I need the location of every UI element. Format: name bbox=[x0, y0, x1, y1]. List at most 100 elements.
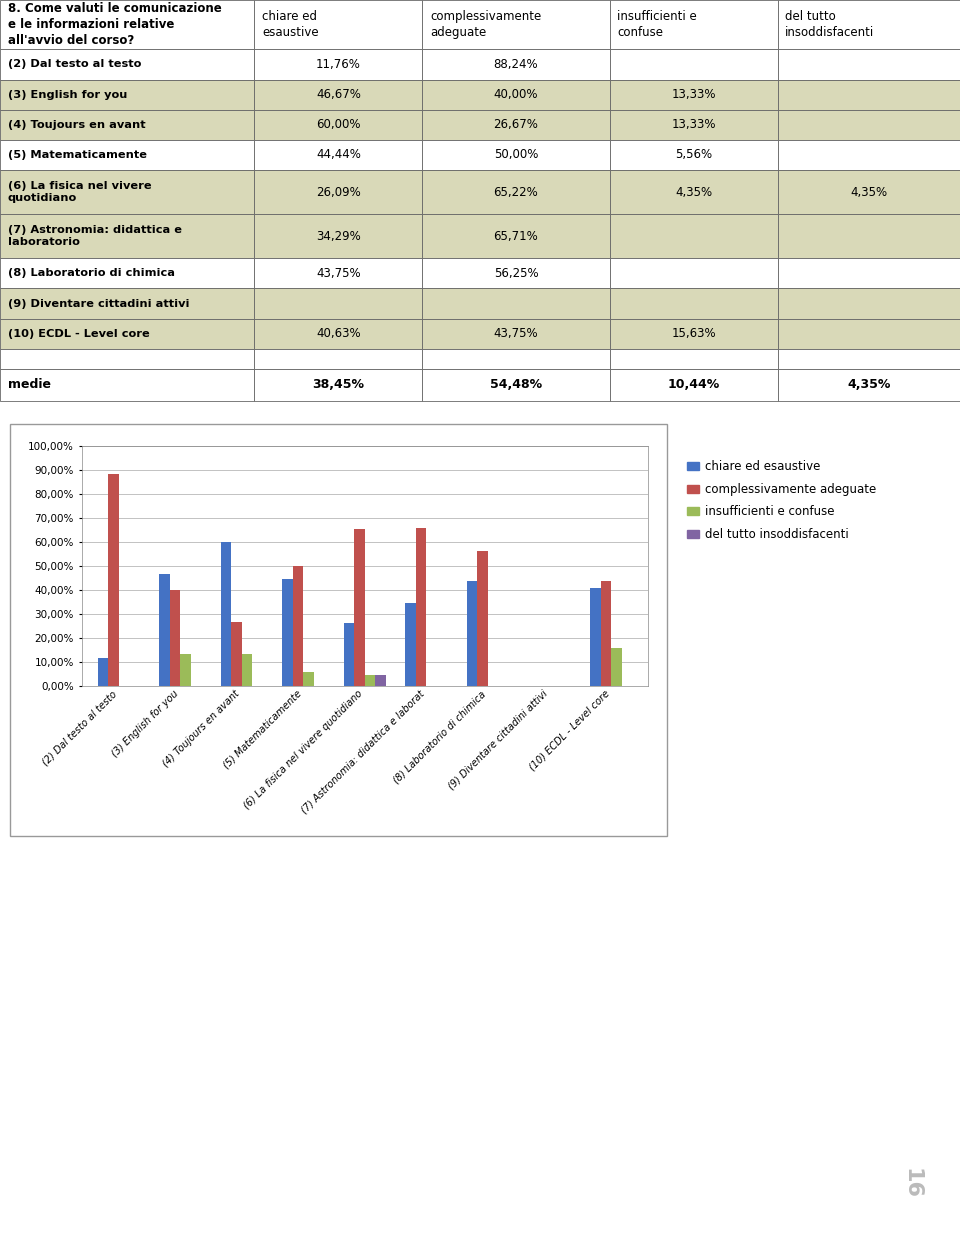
Text: (4) Toujours en avant: (4) Toujours en avant bbox=[8, 120, 145, 129]
Text: 50,00%: 50,00% bbox=[493, 148, 539, 162]
Bar bbox=[610, 139, 778, 170]
Text: 13,33%: 13,33% bbox=[671, 88, 716, 101]
Text: 16: 16 bbox=[902, 1168, 922, 1200]
Bar bbox=[422, 215, 610, 259]
Bar bbox=[422, 110, 610, 139]
Bar bbox=[0, 110, 254, 139]
Bar bbox=[254, 289, 422, 318]
Bar bbox=[0, 215, 254, 259]
Bar bbox=[778, 259, 960, 289]
Bar bbox=[422, 318, 610, 349]
Bar bbox=[0, 170, 254, 215]
Bar bbox=[254, 318, 422, 349]
Text: 44,44%: 44,44% bbox=[316, 148, 361, 162]
Bar bbox=[610, 259, 778, 289]
Text: 43,75%: 43,75% bbox=[493, 327, 539, 340]
Legend: chiare ed esaustive, complessivamente adeguate, insufficienti e confuse, del tut: chiare ed esaustive, complessivamente ad… bbox=[683, 456, 881, 545]
Text: (2) Dal testo al testo: (2) Dal testo al testo bbox=[8, 59, 141, 69]
Bar bbox=[0, 289, 254, 318]
Bar bbox=[778, 369, 960, 401]
Text: complessivamente
adeguate: complessivamente adeguate bbox=[430, 10, 541, 39]
Text: (9) Diventare cittadini attivi: (9) Diventare cittadini attivi bbox=[8, 298, 189, 308]
Bar bbox=[422, 349, 610, 369]
Bar bbox=[254, 259, 422, 289]
Bar bbox=[0, 0, 254, 49]
Bar bbox=[778, 349, 960, 369]
Text: 40,00%: 40,00% bbox=[493, 88, 539, 101]
Text: del tutto
insoddisfacenti: del tutto insoddisfacenti bbox=[785, 10, 875, 39]
Bar bbox=[610, 349, 778, 369]
Bar bbox=[10, 424, 667, 836]
Bar bbox=[254, 369, 422, 401]
Bar bbox=[0, 318, 254, 349]
Text: 15,63%: 15,63% bbox=[671, 327, 716, 340]
Bar bbox=[610, 289, 778, 318]
Bar bbox=[778, 49, 960, 79]
Bar bbox=[0, 369, 254, 401]
Text: 5,56%: 5,56% bbox=[675, 148, 712, 162]
Bar bbox=[778, 170, 960, 215]
Bar bbox=[778, 0, 960, 49]
Bar bbox=[0, 259, 254, 289]
Bar bbox=[422, 0, 610, 49]
Text: (7) Astronomia: didattica e
laboratorio: (7) Astronomia: didattica e laboratorio bbox=[8, 226, 181, 248]
Bar bbox=[610, 110, 778, 139]
Bar bbox=[254, 79, 422, 110]
Text: 88,24%: 88,24% bbox=[493, 58, 539, 72]
Text: 65,22%: 65,22% bbox=[493, 185, 539, 199]
Bar bbox=[0, 49, 254, 79]
Bar bbox=[422, 369, 610, 401]
Bar bbox=[254, 139, 422, 170]
Text: (8) Laboratorio di chimica: (8) Laboratorio di chimica bbox=[8, 269, 175, 279]
Bar bbox=[422, 139, 610, 170]
Text: (6) La fisica nel vivere
quotidiano: (6) La fisica nel vivere quotidiano bbox=[8, 181, 152, 203]
Bar bbox=[254, 49, 422, 79]
Text: 54,48%: 54,48% bbox=[490, 379, 542, 391]
Bar bbox=[610, 318, 778, 349]
Text: medie: medie bbox=[8, 379, 51, 391]
Bar bbox=[422, 289, 610, 318]
Text: 11,76%: 11,76% bbox=[316, 58, 361, 72]
Bar bbox=[610, 369, 778, 401]
Bar bbox=[422, 170, 610, 215]
Bar bbox=[778, 289, 960, 318]
Text: 46,67%: 46,67% bbox=[316, 88, 361, 101]
Bar bbox=[778, 215, 960, 259]
Bar bbox=[0, 349, 254, 369]
Text: 65,71%: 65,71% bbox=[493, 229, 539, 243]
Bar bbox=[778, 318, 960, 349]
Bar bbox=[778, 139, 960, 170]
Text: insufficienti e
confuse: insufficienti e confuse bbox=[617, 10, 697, 39]
Text: 34,29%: 34,29% bbox=[316, 229, 361, 243]
Text: 8. Come valuti le comunicazione
e le informazioni relative
all'avvio del corso?: 8. Come valuti le comunicazione e le inf… bbox=[8, 2, 222, 47]
Text: (3) English for you: (3) English for you bbox=[8, 90, 127, 100]
Text: 26,67%: 26,67% bbox=[493, 118, 539, 131]
Bar bbox=[422, 259, 610, 289]
Bar bbox=[0, 139, 254, 170]
Bar bbox=[610, 215, 778, 259]
Text: (5) Matematicamente: (5) Matematicamente bbox=[8, 150, 147, 160]
Bar bbox=[610, 49, 778, 79]
Text: 4,35%: 4,35% bbox=[851, 185, 887, 199]
Text: 4,35%: 4,35% bbox=[675, 185, 712, 199]
Bar bbox=[254, 349, 422, 369]
Bar bbox=[422, 79, 610, 110]
Text: 26,09%: 26,09% bbox=[316, 185, 361, 199]
Bar bbox=[254, 170, 422, 215]
Bar bbox=[254, 0, 422, 49]
Text: 43,75%: 43,75% bbox=[316, 266, 361, 280]
Text: 10,44%: 10,44% bbox=[667, 379, 720, 391]
Text: 56,25%: 56,25% bbox=[493, 266, 539, 280]
Text: 4,35%: 4,35% bbox=[847, 379, 891, 391]
Bar bbox=[610, 170, 778, 215]
Bar bbox=[0, 79, 254, 110]
Bar bbox=[610, 0, 778, 49]
Bar bbox=[610, 79, 778, 110]
Text: 40,63%: 40,63% bbox=[316, 327, 361, 340]
Bar bbox=[422, 49, 610, 79]
Text: 13,33%: 13,33% bbox=[671, 118, 716, 131]
Bar bbox=[778, 110, 960, 139]
Text: 60,00%: 60,00% bbox=[316, 118, 361, 131]
Bar bbox=[254, 110, 422, 139]
Bar bbox=[778, 79, 960, 110]
